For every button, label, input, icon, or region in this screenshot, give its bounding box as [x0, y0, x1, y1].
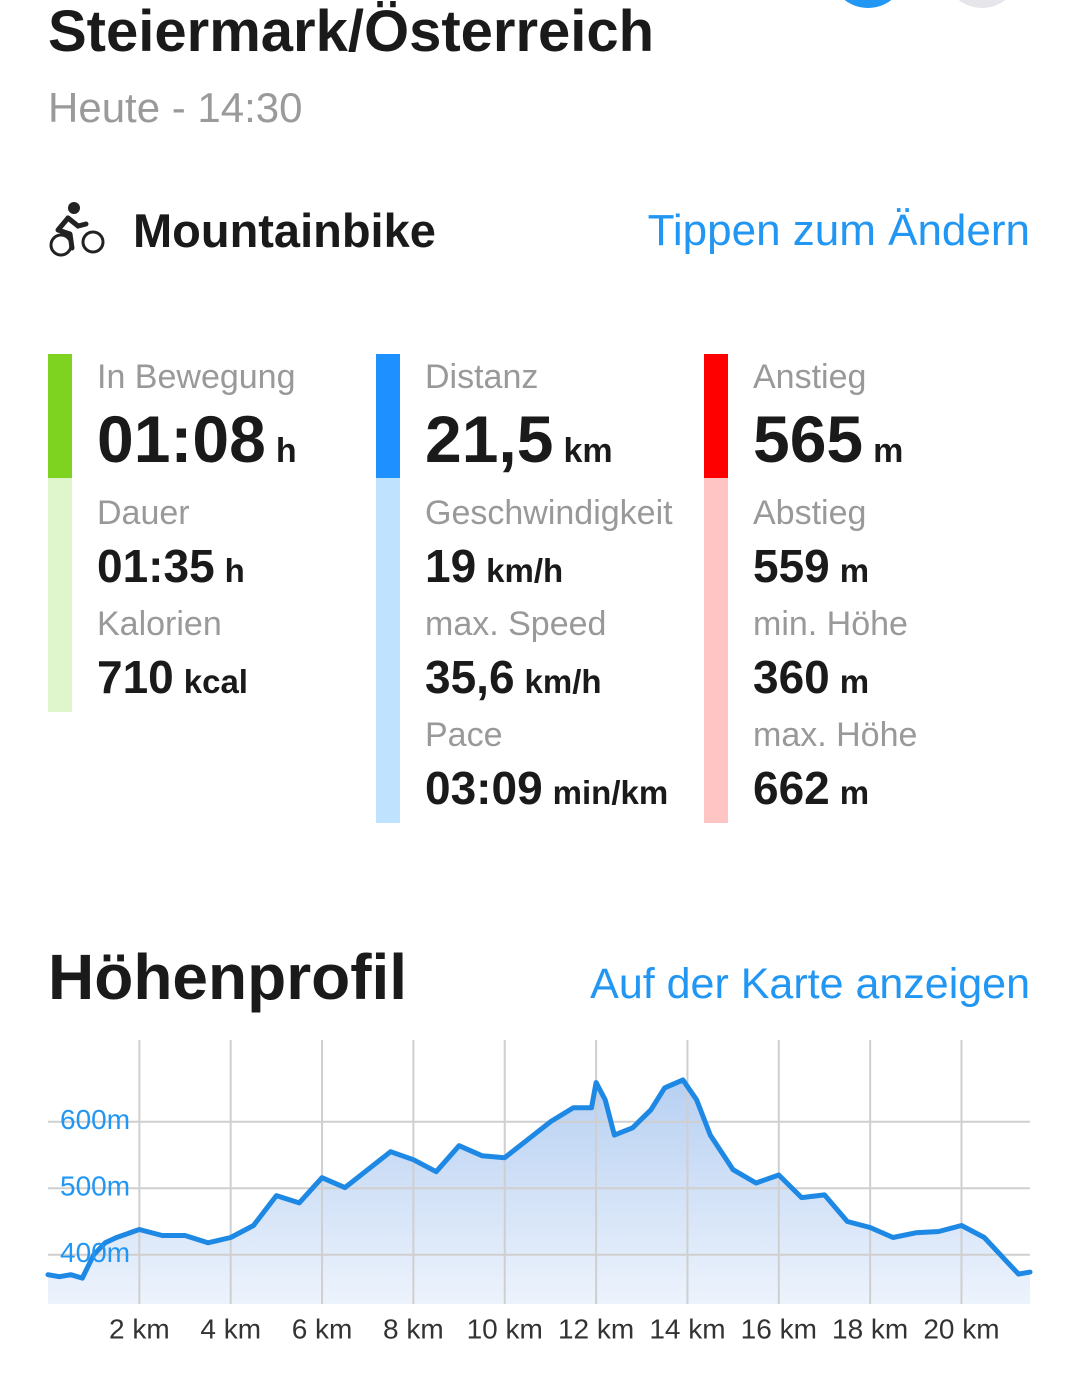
- y-tick-label: 600m: [60, 1104, 130, 1135]
- area: [48, 1079, 1030, 1304]
- stat-bar-highlight: [704, 354, 728, 478]
- stat-value: 19: [425, 540, 477, 592]
- stat-value: 01:35: [97, 540, 215, 592]
- stat-value-row: 662 m: [753, 758, 1003, 823]
- stat-value-row: 21,5 km: [425, 400, 675, 490]
- stat-value-row: 01:35 h: [97, 536, 347, 601]
- title: Steiermark/Österreich: [48, 0, 655, 64]
- stat-column: In Bewegung 01:08 h Dauer 01:35 h Kalorien 710 k…: [48, 354, 348, 712]
- x-tick-label: 12 km: [558, 1313, 634, 1344]
- x-tick-label: 4 km: [200, 1313, 261, 1344]
- stat-unit: h: [275, 432, 297, 470]
- stat-label: Anstieg: [753, 358, 867, 396]
- stat-unit: m: [839, 552, 870, 589]
- stat-value-row: 03:09 min/km: [425, 758, 675, 823]
- x-tick-label: 20 km: [923, 1313, 999, 1344]
- stat-value: 710: [97, 651, 174, 703]
- stat-column: Distanz 21,5 km Geschwindigkeit 19 km/h max. S…: [376, 354, 676, 823]
- stat-label: Abstieg: [753, 494, 867, 532]
- stat-unit: h: [224, 552, 245, 589]
- x-tick-label: 2 km: [109, 1313, 170, 1344]
- stat-bar-highlight: [48, 354, 72, 478]
- stat-bar-highlight: [376, 354, 400, 478]
- change-activity-link[interactable]: Tippen zum Ändern: [647, 206, 1030, 255]
- stat-value-row: 710 kcal: [97, 647, 347, 712]
- stat-unit: m: [873, 432, 904, 470]
- stat-value-row: 565 m: [753, 400, 1003, 490]
- stat-label: Distanz: [425, 358, 539, 396]
- subtitle: Heute - 14:30: [48, 84, 303, 131]
- stat-column: Anstieg 565 m Abstieg 559 m min. Höhe 360 m max. …: [704, 354, 1004, 823]
- stat-value: 565: [753, 402, 864, 476]
- x-tick-label: 14 km: [649, 1313, 725, 1344]
- stat-value: 662: [753, 762, 830, 814]
- stat-value: 360: [753, 651, 830, 703]
- action-button[interactable]: [830, 0, 906, 8]
- x-tick-label: 16 km: [741, 1313, 817, 1344]
- line: [45, 1077, 1033, 1281]
- stat-unit: min/km: [552, 774, 669, 811]
- activity-name: Mountainbike: [133, 204, 436, 257]
- stat-label: Pace: [425, 716, 503, 754]
- stat-label: max. Speed: [425, 605, 607, 643]
- elevation-chart: 2 km 4 km 6 km 8 km 10 km 12 km 14 km 16 km 18 k…: [45, 1040, 1033, 1344]
- stat-label: Kalorien: [97, 605, 222, 643]
- stat-value-row: 360 m: [753, 647, 1003, 712]
- stat-label: min. Höhe: [753, 605, 908, 643]
- profile-title: Höhenprofil: [48, 941, 408, 1013]
- close-button[interactable]: [944, 0, 1020, 8]
- stat-value: 35,6: [425, 651, 515, 703]
- stat-value: 01:08: [97, 402, 266, 476]
- stat-label: max. Höhe: [753, 716, 918, 754]
- stat-unit: m: [839, 774, 870, 811]
- top-buttons: [830, 0, 1020, 8]
- stat-value: 21,5: [425, 402, 554, 476]
- stat-value-row: 35,6 km/h: [425, 647, 675, 712]
- stat-value: 03:09: [425, 762, 543, 814]
- stat-label: Dauer: [97, 494, 190, 532]
- y-tick-label: 400m: [60, 1237, 130, 1268]
- stat-unit: km/h: [524, 663, 602, 700]
- stat-label: Geschwindigkeit: [425, 494, 673, 532]
- stat-value-row: 559 m: [753, 536, 1003, 601]
- x-tick-label: 6 km: [292, 1313, 353, 1344]
- x-tick-label: 10 km: [467, 1313, 543, 1344]
- stat-unit: km: [563, 432, 613, 470]
- stat-value-row: 19 km/h: [425, 536, 675, 601]
- bike-icon: [49, 202, 105, 257]
- map-link[interactable]: Auf der Karte anzeigen: [590, 960, 1030, 1008]
- stat-unit: m: [839, 663, 870, 700]
- stat-value: 559: [753, 540, 830, 592]
- y-tick-label: 500m: [60, 1171, 130, 1202]
- stat-value-row: 01:08 h: [97, 400, 347, 490]
- stat-unit: kcal: [183, 663, 248, 700]
- x-tick-label: 8 km: [383, 1313, 444, 1344]
- stat-label: In Bewegung: [97, 358, 296, 396]
- x-tick-label: 18 km: [832, 1313, 908, 1344]
- stat-unit: km/h: [486, 552, 564, 589]
